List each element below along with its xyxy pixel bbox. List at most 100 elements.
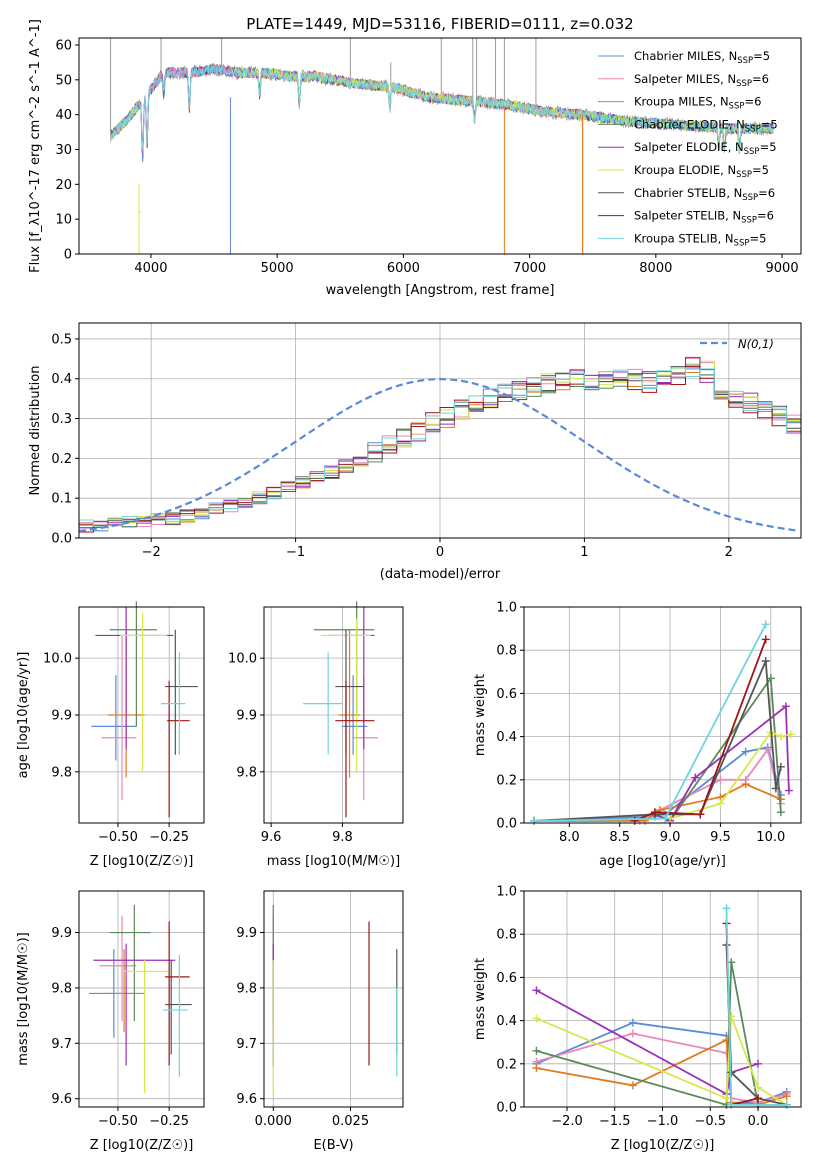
x-tick-label: 0.0 (748, 1114, 769, 1129)
y-tick-label: 9.6 (51, 1092, 72, 1107)
legend-label-value: =5 (749, 231, 766, 245)
mass-weight-series-line (534, 660, 782, 822)
y-tick-label: 9.8 (51, 765, 72, 780)
y-tick-label: 0.3 (51, 412, 72, 427)
y-tick-label: 0.0 (496, 1101, 517, 1116)
y-tick-label: 9.7 (51, 1037, 72, 1052)
legend-label-value: =6 (758, 186, 775, 200)
x-tick-label: −2 (142, 545, 161, 560)
x-axis-label: age [log10(age/yr)] (599, 854, 726, 869)
mass-weight-marker (782, 1100, 791, 1109)
model-spectrum-line (110, 64, 774, 154)
mass-weight-marker (716, 775, 725, 784)
residuals-panel: −2 −1 0 1 2 0.0 0.1 0.2 0.3 0.4 0.5 (data-model)/er… (28, 322, 802, 582)
y-axis-label: mass weight (473, 958, 488, 1040)
y-tick-label: 0.2 (496, 773, 517, 788)
spectrum-panel: 4000 5000 6000 7000 8000 9000 0 10 20 30 40 50 60 PLA… (28, 15, 802, 298)
x-tick-label: −1.0 (647, 1114, 679, 1129)
y-tick-label: 0.5 (51, 332, 72, 347)
residual-histogram-step (79, 356, 801, 528)
plot-frame (78, 37, 802, 255)
y-tick-label: 9.6 (236, 1092, 257, 1107)
y-tick-label: 0.2 (51, 452, 72, 467)
mass-weight-marker (754, 1094, 763, 1103)
y-tick-label: 10.0 (228, 652, 257, 667)
y-tick-label: 20 (55, 178, 72, 193)
y-axis-label: Normed distribution (28, 366, 43, 496)
legend-label-subscript: SSP (734, 238, 750, 248)
x-tick-label: 5000 (261, 261, 294, 276)
y-tick-label: 9.7 (236, 1037, 257, 1052)
x-tick-label: 4000 (134, 261, 167, 276)
mass-weight-marker (532, 1046, 541, 1055)
y-tick-label: 0 (64, 248, 72, 263)
plot-frame (523, 606, 802, 824)
y-tick-label: 40 (55, 108, 72, 123)
legend-label-text: Salpeter MILES, N (634, 72, 736, 86)
x-axis-label: Z [log10(Z/Z☉)] (90, 854, 194, 869)
age-vs-mass-panel: 9.6 9.8 9.8 9.9 10.0 mass [log10(M/M☉)] (228, 601, 404, 869)
legend-label-subscript: SSP (744, 147, 760, 157)
y-tick-label: 0.0 (496, 817, 517, 832)
legend-label-value: =5 (752, 163, 769, 177)
mass-weight-marker (716, 799, 725, 808)
mass-weight-marker (722, 904, 731, 913)
legend-label-subscript: SSP (736, 170, 752, 180)
mass-weight-marker (532, 1064, 541, 1073)
x-axis-label: Z [log10(Z/Z☉)] (90, 1138, 194, 1153)
weight-vs-age-panel: 8.0 8.5 9.0 9.5 10.0 0.0 0.2 0.4 0.6 0.8 1.0 age [l… (473, 601, 802, 869)
plot-frame (78, 890, 205, 1108)
legend-label-value: =6 (757, 209, 774, 223)
x-tick-label: −1.5 (599, 1114, 631, 1129)
y-tick-label: 0.6 (496, 687, 517, 702)
y-tick-label: 9.9 (236, 709, 257, 724)
x-axis-label: mass [log10(M/M☉)] (267, 854, 400, 869)
mass-vs-metallicity-panel: −0.50 −0.25 9.6 9.7 9.8 9.9 Z [log10(Z/Z☉)] mas… (16, 890, 205, 1153)
x-tick-label: −1 (286, 545, 305, 560)
y-tick-label: 0.8 (496, 644, 517, 659)
mass-weight-marker (776, 732, 785, 741)
legend-label-subscript: SSP (745, 124, 761, 134)
legend-label-value: =5 (760, 140, 777, 154)
y-tick-label: 0.4 (51, 372, 72, 387)
mass-weight-series-line (535, 989, 759, 1096)
spectrum-lines (110, 38, 774, 254)
mass-weight-series-line (634, 639, 767, 822)
y-axis-label: Flux [f_λ10^-17 erg cm^-2 s^-1 A^-1] (28, 19, 43, 273)
legend-label: Salpeter MILES, NSSP=6 (634, 72, 769, 89)
plot-frame (263, 890, 404, 1108)
y-tick-label: 1.0 (496, 601, 517, 616)
legend-label: Chabrier STELIB, NSSP=6 (634, 186, 775, 203)
legend-label-text: Chabrier ELODIE, N (634, 117, 745, 131)
x-tick-label: 6000 (387, 261, 420, 276)
mass-weight-marker (784, 786, 793, 795)
legend-label-subscript: SSP (742, 193, 758, 203)
x-tick-label: 10.0 (756, 830, 785, 845)
x-tick-label: −2.0 (551, 1114, 583, 1129)
x-axis-label: (data-model)/error (380, 567, 501, 582)
y-tick-label: 10 (55, 213, 72, 228)
y-tick-label: 0.1 (51, 492, 72, 507)
legend-label-text: Kroupa ELODIE, N (634, 163, 736, 177)
legend-label: Salpeter ELODIE, NSSP=5 (634, 140, 777, 157)
y-tick-label: 0.6 (496, 971, 517, 986)
x-tick-label: −0.5 (694, 1114, 726, 1129)
mass-weight-marker (763, 745, 772, 754)
weight-vs-metallicity-panel: −2.0 −1.5 −1.0 −0.5 0.0 0.0 0.2 0.4 0.6 0.8 1.0 Z [… (473, 885, 802, 1153)
legend-label: Kroupa ELODIE, NSSP=5 (634, 163, 769, 180)
histogram-lines (79, 356, 801, 533)
x-axis-label: Z [log10(Z/Z☉)] (611, 1138, 715, 1153)
x-tick-label: 7000 (513, 261, 546, 276)
y-tick-label: 0.2 (496, 1057, 517, 1072)
mass-weight-marker (532, 1014, 541, 1023)
x-tick-label: 8.0 (559, 830, 580, 845)
legend-label: Salpeter STELIB, NSSP=6 (634, 209, 774, 226)
y-tick-label: 30 (55, 143, 72, 158)
x-tick-label: 8.5 (609, 830, 630, 845)
x-tick-label: 9.8 (332, 830, 353, 845)
legend-label-text: Salpeter STELIB, N (634, 209, 741, 223)
x-tick-label: 9.5 (710, 830, 731, 845)
legend-label-subscript: SSP (729, 102, 745, 112)
mass-weight-marker (650, 808, 659, 817)
